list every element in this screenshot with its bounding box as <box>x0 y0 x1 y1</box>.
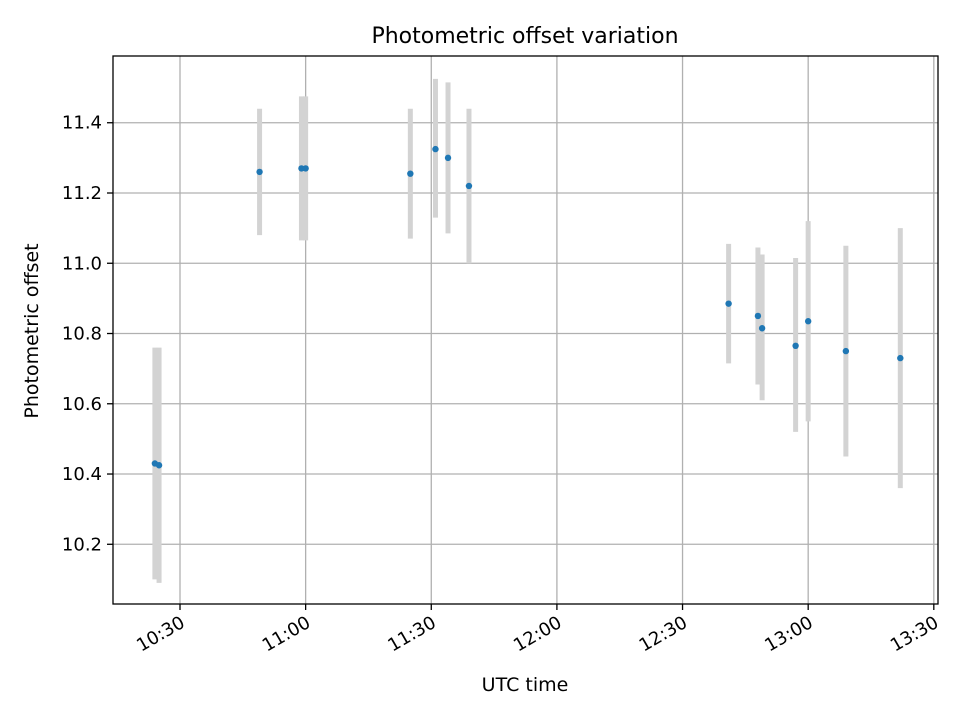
chart-title: Photometric offset variation <box>371 24 678 49</box>
data-point <box>897 354 904 362</box>
data-point <box>256 168 263 176</box>
y-tick-label: 11.2 <box>62 183 102 204</box>
data-point <box>444 154 452 162</box>
data-point <box>407 170 414 177</box>
data-point <box>432 145 439 153</box>
data-point <box>465 182 473 190</box>
y-tick-label: 10.8 <box>62 324 102 345</box>
data-point <box>804 318 812 325</box>
data-point <box>754 312 762 320</box>
data-point <box>725 300 732 307</box>
data-point <box>302 165 309 172</box>
y-tick-label: 11.0 <box>62 253 102 274</box>
y-tick-label: 10.2 <box>62 534 102 555</box>
data-point <box>842 347 850 355</box>
data-point <box>155 462 163 469</box>
data-point <box>792 342 799 350</box>
y-axis-label: Photometric offset <box>21 243 43 418</box>
x-axis-label: UTC time <box>482 674 569 696</box>
y-tick-label: 10.4 <box>62 464 102 485</box>
y-axis-ticks: 10.2 10.4 10.6 10.8 11.0 11.2 11.4 <box>62 113 113 555</box>
data-points <box>151 145 904 469</box>
y-tick-label: 10.6 <box>62 394 102 415</box>
data-point <box>758 325 766 332</box>
plot-area-frame <box>112 55 939 605</box>
y-tick-label: 11.4 <box>62 113 102 134</box>
